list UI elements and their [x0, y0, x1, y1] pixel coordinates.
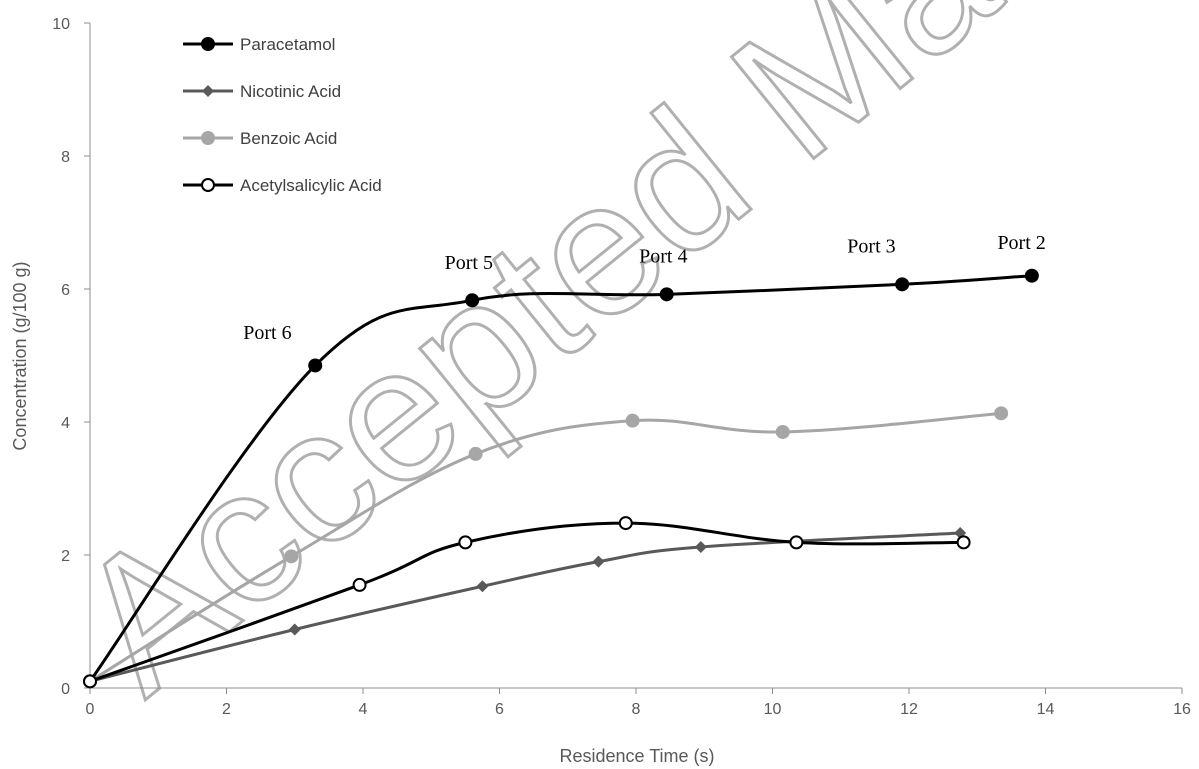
- legend-label-0: Paracetamol: [240, 35, 335, 54]
- data-point: [994, 406, 1009, 421]
- data-point: [592, 555, 605, 568]
- data-point: [308, 358, 323, 373]
- series-line-2: [89, 411, 1002, 683]
- port-annotation: Port 6: [243, 322, 291, 344]
- legend-marker-0: [201, 37, 215, 51]
- legend-label-2: Benzoic Acid: [240, 129, 337, 148]
- x-tick-label: 12: [900, 701, 918, 718]
- x-tick-label: 4: [359, 701, 368, 718]
- data-point: [775, 424, 790, 439]
- y-tick-label: 6: [61, 282, 70, 299]
- data-point: [458, 535, 473, 550]
- plot-area: 0 2 4 6 8 10 12 14 16 0 2 4 6 8 10 Port 6 Port 5 Port 4 Po…: [52, 16, 1191, 718]
- x-tick-label: 14: [1037, 701, 1055, 718]
- x-tick-label: 8: [632, 701, 641, 718]
- data-point: [956, 535, 971, 550]
- legend: Paracetamol Nicotinic Acid Benzoic Acid Ace…: [183, 35, 382, 195]
- legend-marker-2: [201, 131, 215, 145]
- x-axis-title: Residence Time (s): [559, 746, 714, 766]
- x-tick-label: 6: [495, 701, 504, 718]
- data-point: [465, 293, 480, 308]
- data-point: [694, 541, 707, 554]
- x-tick-label: 10: [764, 701, 782, 718]
- data-point: [789, 535, 804, 550]
- y-tick-label: 8: [61, 149, 70, 166]
- legend-label-1: Nicotinic Acid: [240, 82, 341, 101]
- data-point: [284, 549, 299, 564]
- port-annotation: Port 4: [639, 245, 687, 267]
- port-annotation: Port 3: [847, 235, 895, 257]
- x-tick-label: 2: [222, 701, 231, 718]
- data-point: [625, 413, 640, 428]
- y-tick-label: 4: [61, 415, 70, 432]
- data-point: [618, 516, 633, 531]
- legend-marker-3: [201, 178, 215, 192]
- data-point: [352, 577, 367, 592]
- y-tick-label: 0: [61, 681, 70, 698]
- data-point: [288, 623, 301, 636]
- x-tick-label: 0: [86, 701, 95, 718]
- data-point: [895, 277, 910, 292]
- y-axis-title: Concentration (g/100 g): [10, 261, 30, 450]
- series-line-1: [89, 531, 961, 683]
- port-annotation: Port 2: [997, 232, 1045, 254]
- legend-marker-1: [202, 85, 214, 97]
- series-line-3: [89, 521, 964, 683]
- x-tick-label: 16: [1173, 701, 1191, 718]
- data-point: [83, 674, 97, 689]
- data-point: [1024, 268, 1039, 283]
- legend-label-3: Acetylsalicylic Acid: [240, 176, 382, 195]
- port-annotation: Port 5: [445, 252, 493, 274]
- y-tick-label: 10: [52, 16, 70, 33]
- y-tick-label: 2: [61, 548, 70, 565]
- data-point: [468, 446, 483, 461]
- data-point: [659, 287, 674, 302]
- data-point: [476, 580, 489, 593]
